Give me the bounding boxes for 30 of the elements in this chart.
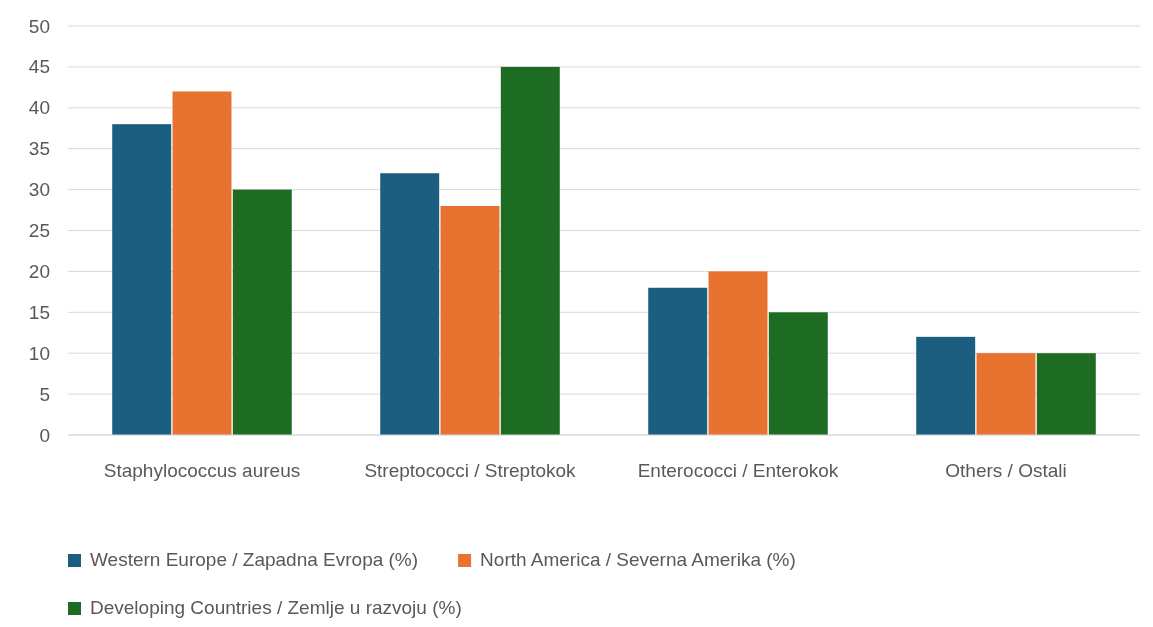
y-tick-label: 45	[28, 56, 50, 78]
bar	[380, 173, 440, 435]
y-tick-label: 40	[28, 97, 50, 119]
bar	[500, 66, 560, 435]
bar	[916, 336, 976, 435]
bar	[1036, 353, 1096, 435]
y-tick-label: 10	[28, 342, 50, 364]
y-tick-label: 5	[39, 383, 50, 405]
y-tick-label: 35	[28, 138, 50, 160]
y-tick-label: 25	[28, 220, 50, 242]
bar	[976, 353, 1036, 435]
legend-label: Developing Countries / Zemlje u razvoju (%)	[90, 597, 462, 618]
legend-label: North America / Severna Amerika (%)	[480, 549, 796, 570]
bar	[112, 124, 172, 435]
bar	[768, 312, 828, 435]
x-tick-label: Staphylococcus aureus	[103, 460, 301, 481]
x-tick-label: Streptococci / Streptokok	[364, 460, 577, 481]
legend-label: Western Europe / Zapadna Evropa (%)	[90, 549, 419, 570]
y-tick-label: 0	[39, 424, 50, 446]
y-tick-label: 15	[28, 301, 50, 323]
y-tick-label: 50	[28, 15, 50, 37]
bar	[648, 287, 708, 435]
y-tick-label: 20	[28, 260, 50, 282]
bar	[232, 189, 292, 435]
bar	[708, 271, 768, 435]
bar	[172, 91, 232, 435]
x-tick-label: Others / Ostali	[945, 460, 1067, 481]
bar	[440, 205, 500, 435]
x-tick-label: Enterococci / Enterokok	[637, 460, 839, 481]
y-tick-label: 30	[28, 179, 50, 201]
